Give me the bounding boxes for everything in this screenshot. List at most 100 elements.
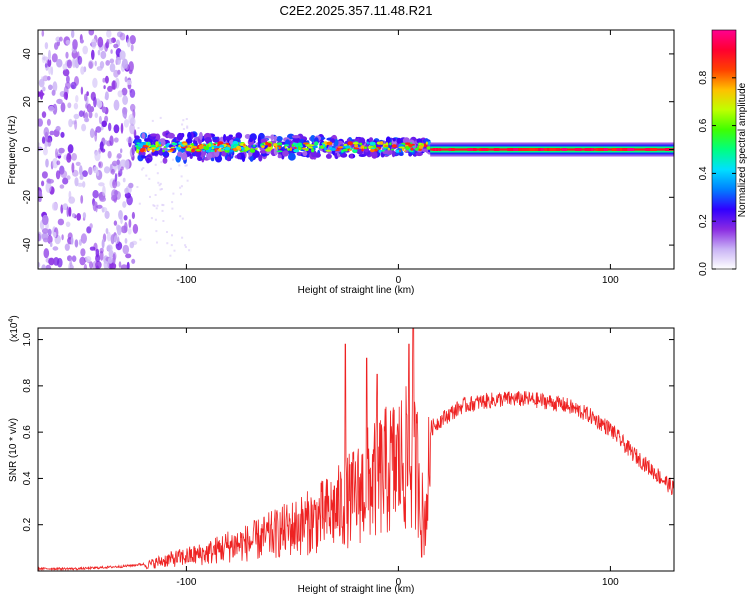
- spectrogram-band-blob: [146, 157, 151, 164]
- spectrogram-core-blob: [383, 148, 387, 151]
- spectrogram-noise-blob: [109, 135, 114, 146]
- spectrogram-faint-point: [186, 179, 189, 182]
- spectrogram-noise-blob: [122, 201, 127, 208]
- spectrogram-noise-blob: [95, 265, 100, 269]
- spectrogram-faint-point: [169, 167, 172, 170]
- spectrogram-core-blob: [374, 148, 378, 152]
- spectrogram-noise-blob: [113, 99, 120, 111]
- spectrogram-band-blob: [274, 136, 278, 140]
- spectrogram-noise-blob: [113, 137, 119, 143]
- spectrogram-faint-point: [160, 161, 163, 164]
- spectrogram-noise-blob: [53, 231, 57, 238]
- spectrogram-band-blob: [199, 132, 203, 140]
- stable-line-peak: [645, 148, 651, 151]
- spectrogram-faint-point: [178, 164, 181, 167]
- spectrogram-noise-blob: [106, 231, 111, 242]
- stable-line-peak: [549, 148, 556, 151]
- spectrogram-noise-blob: [117, 90, 123, 98]
- spectrogram-noise-blob: [71, 153, 77, 161]
- spectrogram-core-blob: [198, 144, 204, 150]
- spectrogram-core-blob: [216, 146, 221, 149]
- spectrogram-band-blob: [349, 154, 354, 159]
- spectrogram-noise-blob: [66, 175, 71, 180]
- stable-line-peak: [507, 148, 514, 151]
- spectrogram-noise-blob: [42, 56, 49, 61]
- spectrogram-band-blob: [177, 151, 183, 157]
- spectrogram-noise-blob: [55, 125, 61, 132]
- spectrogram-noise-blob: [82, 45, 88, 55]
- spectrogram-x-tick-label: 0: [396, 275, 402, 286]
- spectrogram-faint-point: [149, 151, 152, 154]
- spectrogram-core-blob: [202, 149, 206, 152]
- spectrogram-faint-point: [141, 168, 143, 171]
- stable-line-peak: [561, 148, 567, 151]
- spectrogram-band-blob: [241, 155, 246, 163]
- spectrogram-noise-blob: [103, 166, 111, 174]
- stable-line-peak: [665, 148, 670, 151]
- spectrogram-faint-point: [159, 116, 162, 119]
- spectrogram-noise-blob: [88, 111, 93, 119]
- spectrogram-core-blob: [261, 145, 265, 149]
- spectrogram-faint-point: [180, 185, 183, 188]
- spectrogram-core-blob: [139, 148, 145, 153]
- spectrogram-noise-blob: [62, 177, 69, 185]
- spectrogram-noise-blob: [106, 30, 112, 38]
- spectrogram-noise-blob: [60, 131, 65, 138]
- spectrogram-noise-blob: [73, 102, 79, 110]
- spectrogram-band-blob: [249, 154, 254, 162]
- spectrogram-band-blob: [210, 157, 215, 162]
- spectrogram-core-blob: [303, 142, 310, 145]
- stable-line-peak: [472, 148, 477, 151]
- spectrogram-core-blob: [325, 149, 332, 152]
- spectrogram-noise-blob: [75, 161, 81, 166]
- spectrogram-core-blob: [195, 149, 201, 152]
- spectrogram-noise-blob: [92, 190, 99, 199]
- stable-line-peak: [438, 148, 442, 151]
- spectrogram-noise-blob: [91, 49, 95, 60]
- spectrogram-core-blob: [138, 143, 144, 148]
- spectrogram-core-blob: [287, 148, 291, 151]
- spectrogram-core-blob: [250, 148, 256, 153]
- spectrogram-noise-blob: [131, 144, 136, 156]
- spectrogram-xlabel: Height of straight line (km): [298, 285, 415, 296]
- spectrogram-core-blob: [381, 149, 385, 152]
- spectrogram-core-blob: [278, 142, 283, 146]
- colorbar-tick-label: 0.2: [698, 214, 709, 228]
- spectrogram-faint-point: [145, 174, 148, 177]
- spectrogram-noise-blob: [92, 77, 98, 88]
- spectrogram-core-blob: [389, 142, 392, 146]
- spectrogram-core-blob: [330, 147, 337, 151]
- spectrogram-core-blob: [151, 148, 155, 153]
- spectrogram-y-tick-label: -20: [22, 190, 33, 205]
- spectrogram-core-blob: [298, 147, 302, 151]
- spectrogram-faint-point: [159, 182, 162, 185]
- spectrogram-noise-blob: [65, 39, 71, 45]
- spectrogram-core-blob: [398, 146, 405, 149]
- spectrogram-core-blob: [383, 145, 389, 147]
- spectrogram-noise-blob: [47, 178, 54, 184]
- spectrogram-core-blob: [323, 143, 326, 148]
- spectrogram-noise-blob: [70, 236, 74, 245]
- spectrogram-noise-blob: [85, 256, 92, 263]
- spectrogram-core-blob: [404, 142, 411, 145]
- spectrogram-band-blob: [259, 150, 267, 154]
- stable-line-peak: [432, 148, 435, 151]
- spectrogram-noise-blob: [45, 181, 52, 193]
- spectrogram-noise-blob: [103, 85, 106, 90]
- spectrogram-band-blob: [260, 138, 267, 144]
- spectrogram-core-blob: [289, 147, 292, 152]
- spectrogram-core-blob: [350, 147, 354, 150]
- spectrogram-band-blob: [416, 138, 423, 144]
- spectrogram-noise-blob: [107, 257, 114, 264]
- snr-y-tick-label: 0.8: [22, 378, 33, 392]
- stable-line-peak: [611, 148, 617, 151]
- spectrogram-noise-blob: [111, 80, 117, 90]
- spectrogram-noise-blob: [82, 170, 88, 178]
- spectrogram-faint-point: [184, 246, 187, 248]
- spectrogram-faint-point: [188, 249, 191, 252]
- spectrogram-noise-blob: [94, 131, 98, 142]
- spectrogram-faint-point: [139, 238, 142, 241]
- spectrogram-core-blob: [359, 142, 363, 146]
- spectrogram-noise-blob: [113, 124, 120, 134]
- stable-line-peak: [622, 148, 629, 151]
